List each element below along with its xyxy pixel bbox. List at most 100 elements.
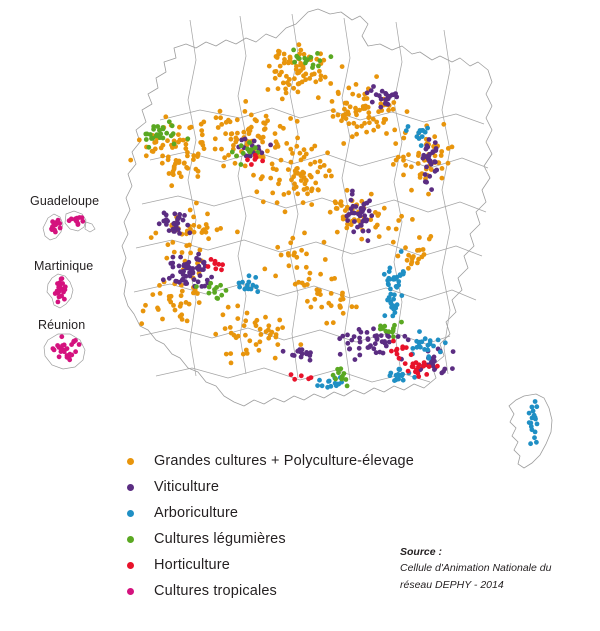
map-data-point xyxy=(57,281,63,287)
map-data-point xyxy=(362,213,368,219)
map-data-point xyxy=(196,251,202,257)
map-data-point xyxy=(314,287,320,293)
map-data-point xyxy=(263,314,268,320)
map-data-point xyxy=(205,264,211,269)
map-data-point xyxy=(388,291,394,297)
map-data-point xyxy=(421,252,427,257)
map-data-point xyxy=(278,252,284,258)
map-data-point xyxy=(318,73,324,79)
map-data-point xyxy=(73,338,78,343)
map-data-point xyxy=(191,153,197,159)
map-data-point xyxy=(277,317,283,323)
map-data-point xyxy=(263,329,269,334)
map-data-point xyxy=(339,118,344,124)
map-data-point xyxy=(399,373,405,379)
map-data-point xyxy=(366,115,372,121)
map-data-point xyxy=(309,72,315,77)
legend-item-horticulture[interactable]: Horticulture xyxy=(125,552,425,578)
map-data-point xyxy=(182,213,187,218)
map-data-point xyxy=(285,167,291,173)
map-data-point xyxy=(240,150,246,156)
map-data-point xyxy=(158,131,164,137)
map-data-point xyxy=(266,63,272,69)
map-data-point xyxy=(393,141,399,147)
map-data-point xyxy=(309,202,315,208)
map-data-point xyxy=(298,47,304,53)
map-data-point xyxy=(275,326,281,332)
map-data-point xyxy=(345,218,350,223)
map-data-point xyxy=(245,157,250,163)
map-data-point xyxy=(382,313,388,319)
label-guadeloupe: Guadeloupe xyxy=(30,194,100,208)
map-data-point xyxy=(241,129,247,135)
map-data-point xyxy=(346,121,352,127)
map-data-point xyxy=(356,93,362,99)
map-data-point xyxy=(223,288,229,293)
map-data-point xyxy=(348,206,354,212)
legend-item-arboriculture[interactable]: Arboriculture xyxy=(125,500,425,526)
map-data-point xyxy=(180,272,186,277)
map-data-point xyxy=(431,343,436,349)
map-data-point xyxy=(228,131,234,137)
map-data-point xyxy=(243,318,249,324)
map-data-point xyxy=(386,225,391,231)
legend-item-cultures-legumieres[interactable]: Cultures légumières xyxy=(125,526,425,552)
map-data-point xyxy=(417,247,422,253)
map-data-point xyxy=(402,361,408,366)
map-data-point xyxy=(166,275,172,281)
map-data-point xyxy=(57,225,63,231)
map-data-point xyxy=(424,143,430,149)
legend-item-cultures-tropicales[interactable]: Cultures tropicales xyxy=(125,578,425,604)
map-data-point xyxy=(429,187,434,193)
map-data-point xyxy=(412,374,417,380)
map-data-point xyxy=(405,124,411,129)
map-data-point xyxy=(201,259,207,265)
map-data-point xyxy=(235,333,241,339)
map-data-point xyxy=(383,117,389,122)
map-data-point xyxy=(233,135,239,141)
map-data-point xyxy=(55,343,60,348)
map-data-point xyxy=(243,99,249,104)
map-data-point xyxy=(136,137,142,143)
legend-item-grandes-cultures[interactable]: Grandes cultures + Polyculture-élevage xyxy=(125,448,425,474)
map-data-point xyxy=(294,265,300,270)
map-data-point xyxy=(294,118,300,124)
map-data-point xyxy=(318,271,323,277)
legend-item-viticulture[interactable]: Viticulture xyxy=(125,474,425,500)
map-data-point xyxy=(325,150,330,156)
map-data-point xyxy=(157,291,163,296)
map-data-point xyxy=(439,149,445,154)
map-data-point xyxy=(373,224,378,230)
map-data-point xyxy=(365,337,371,342)
map-data-point xyxy=(234,117,240,123)
map-data-point xyxy=(191,290,196,296)
map-data-point xyxy=(364,90,370,96)
map-data-point xyxy=(321,57,327,63)
map-data-point xyxy=(247,140,252,146)
map-data-point xyxy=(378,323,383,329)
map-data-point xyxy=(347,104,353,110)
map-data-point xyxy=(292,250,297,256)
map-data-point xyxy=(170,264,176,270)
map-data-point xyxy=(399,293,405,298)
map-data-point xyxy=(272,75,278,81)
label-reunion: Réunion xyxy=(38,318,86,332)
map-data-point xyxy=(232,160,238,166)
map-data-point xyxy=(417,235,422,240)
map-data-point xyxy=(231,143,236,148)
map-data-point xyxy=(315,383,320,388)
map-data-point xyxy=(363,218,369,224)
map-data-point xyxy=(160,277,166,283)
map-data-point xyxy=(526,420,532,425)
map-data-point xyxy=(295,55,301,60)
map-data-point xyxy=(180,137,186,143)
map-data-point xyxy=(235,130,240,136)
map-data-point xyxy=(422,172,428,177)
map-data-point xyxy=(163,114,169,120)
map-data-point xyxy=(265,148,270,154)
map-data-point xyxy=(439,175,445,181)
map-data-point xyxy=(328,291,334,296)
map-data-point xyxy=(221,163,227,169)
map-data-point xyxy=(248,112,254,118)
map-data-point xyxy=(281,51,287,57)
